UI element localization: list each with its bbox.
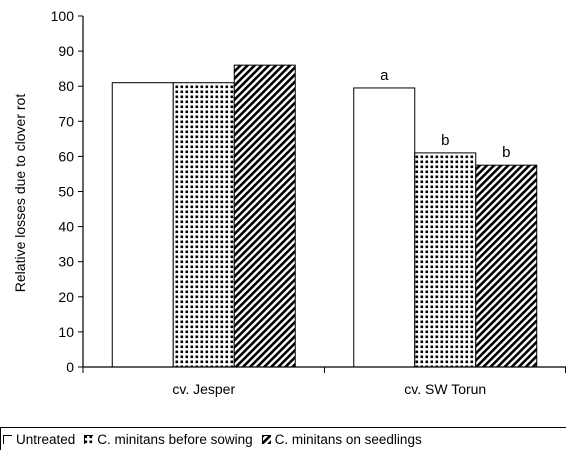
legend-swatch: [3, 434, 12, 444]
legend-item: Untreated: [3, 432, 75, 447]
y-tick-label: 30: [58, 254, 74, 270]
y-tick-label: 50: [58, 184, 74, 200]
bar-significance-label: a: [380, 67, 389, 84]
x-tick-label: cv. Jesper: [172, 381, 235, 397]
y-tick-label: 20: [58, 289, 74, 305]
legend-label: Untreated: [16, 431, 76, 447]
legend: Untreated C. minitans before sowing C. min…: [0, 427, 566, 450]
y-tick-label: 100: [51, 8, 75, 24]
bar-dots: [414, 152, 477, 368]
legend-label: C. minitans on seedlings: [274, 431, 422, 447]
bar-diagonal: [475, 164, 538, 368]
bar-diagonal: [233, 64, 296, 368]
bars: a b b: [111, 64, 538, 368]
y-tick-label: 0: [66, 359, 74, 375]
bar-significance-label: b: [441, 132, 449, 149]
legend-swatch: [84, 434, 94, 444]
x-tick-label: cv. SW Torun: [404, 381, 486, 397]
legend-item: C. minitans on seedlings: [261, 431, 422, 447]
legend-swatch: [261, 434, 271, 444]
legend-item: C. minitans before sowing: [84, 431, 253, 447]
bar-dots: [172, 82, 235, 368]
y-axis-title: Relative losses due to clover rot: [12, 94, 28, 293]
bar-white: [353, 87, 416, 368]
legend-label: C. minitans before sowing: [97, 431, 253, 447]
y-tick-label: 40: [58, 219, 74, 235]
bar-significance-label: b: [502, 144, 510, 161]
bar-white: [111, 82, 174, 368]
x-axis: cv. Jesper cv. SW Torun: [82, 366, 566, 397]
y-tick-label: 70: [58, 113, 74, 129]
y-axis: 0 10 20 30 40 50 60 70 80 90 100: [51, 8, 84, 375]
bar-chart: Relative losses due to clover rot 0 10 20 3…: [12, 8, 566, 397]
y-tick-label: 10: [58, 324, 74, 340]
y-tick-label: 80: [58, 78, 74, 94]
y-tick-label: 60: [58, 148, 74, 164]
y-tick-label: 90: [58, 43, 74, 59]
